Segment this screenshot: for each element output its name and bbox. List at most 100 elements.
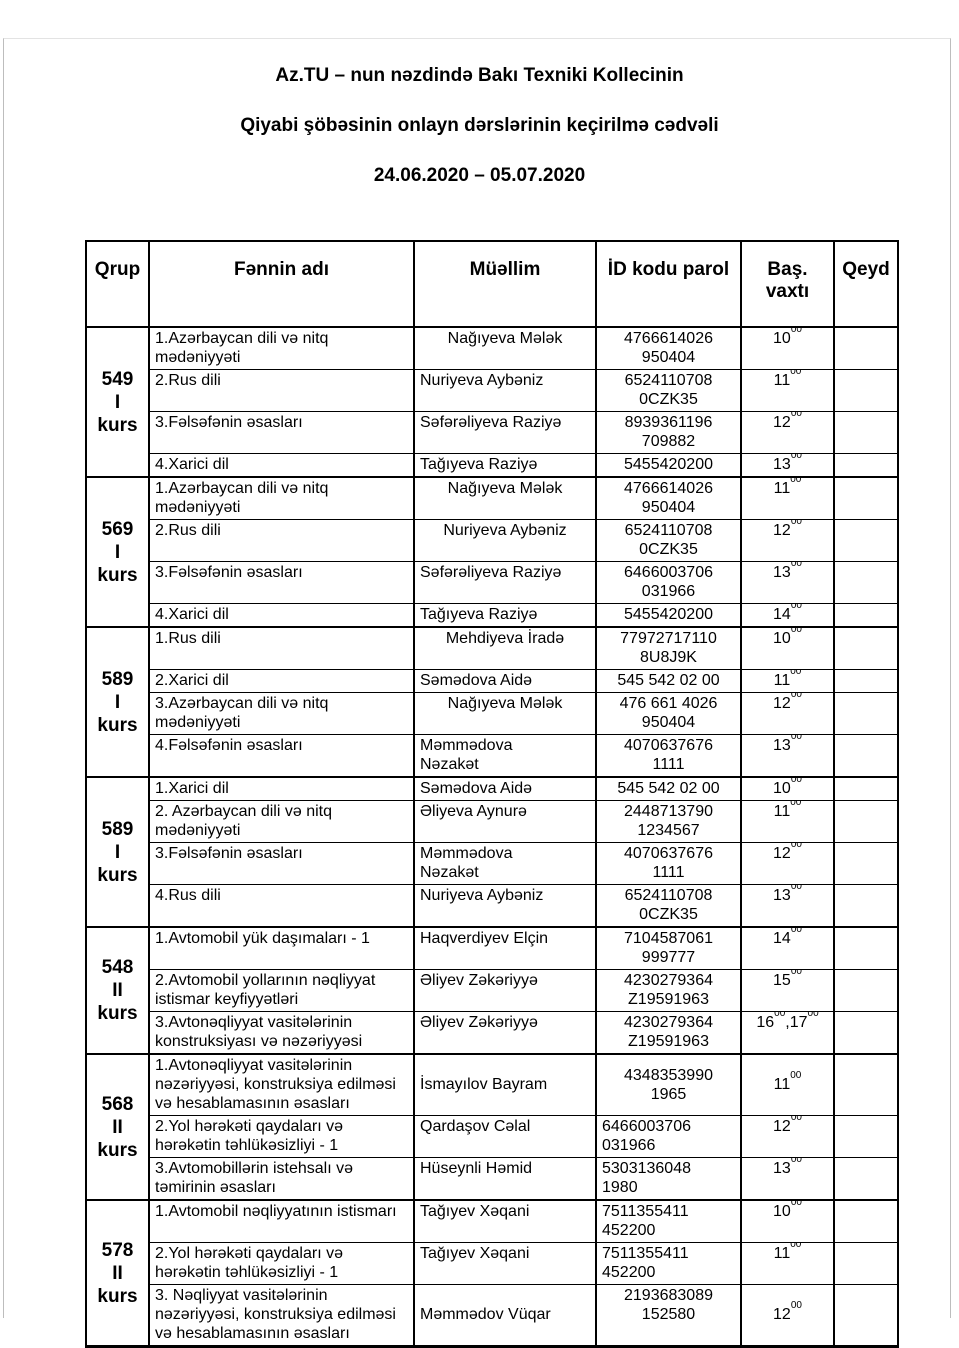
schedule-row: 4.Xarici dil Tağıyeva Raziyə 5455420200 140… (86, 603, 899, 628)
teacher-cell: Nağıyeva Mələk (413, 692, 597, 735)
schedule-row: 4.Fəlsəfənin əsasları Məmmədova Nəzakət 40… (86, 734, 899, 778)
header-cell-bas-vaxti: Baş. vaxtı (740, 240, 835, 328)
schedule-row: 569 I kurs 1.Azərbaycan dili və nitq mədə… (85, 476, 899, 628)
start-time-cell: 1100 (740, 1242, 835, 1285)
schedule-row: 2.Yol hərəkəti qaydaları və hərəkətin tə… (86, 1242, 899, 1285)
id-code-cell: 2448713790 1234567 (595, 800, 742, 843)
teacher-cell: Əliyev Zəkəriyyə (413, 969, 597, 1012)
header-cell-muellim: Müəllim (413, 240, 597, 328)
note-cell (833, 669, 899, 693)
note-cell (833, 453, 899, 478)
schedule-row: 4.Rus dili Nuriyeva Aybəniz 6524110708 0CZ… (86, 884, 899, 928)
start-time-cell: 1300 (740, 453, 835, 478)
start-time-cell: 1200 (740, 842, 835, 885)
teacher-cell: Tağıyeva Raziyə (413, 453, 597, 478)
subject-cell: 2.Rus dili (148, 519, 415, 562)
group-cell: 578 II kurs (85, 1199, 150, 1348)
teacher-cell: Səmədova Aidə (413, 776, 597, 801)
schedule-row: 4.Xarici dil Tağıyeva Raziyə 5455420200 130… (86, 453, 899, 478)
title-line-dates: 24.06.2020 – 05.07.2020 (373, 165, 586, 186)
start-time-cell: 1000 (740, 1199, 835, 1243)
id-code-cell: 5455420200 (595, 603, 742, 628)
start-time-cell: 1100 (740, 1053, 835, 1116)
schedule-table-body: 549 I kurs 1.Azərbaycan dili və nitq mədə… (85, 326, 899, 1348)
group-cell: 589 I kurs (85, 626, 150, 778)
id-code-cell: 6524110708 0CZK35 (595, 519, 742, 562)
note-cell (833, 692, 899, 735)
subject-cell: 3. Nəqliyyat vasitələrinin nəzəriyyəsi, … (148, 1284, 415, 1347)
note-cell (833, 1053, 899, 1116)
note-cell (833, 800, 899, 843)
start-time-cell: 1500 (740, 969, 835, 1012)
teacher-cell: Məmmədova Nəzakət (413, 842, 597, 885)
start-time-cell: 1400 (740, 926, 835, 970)
teacher-cell: Nağıyeva Mələk (413, 476, 597, 520)
id-code-cell: 4348353990 1965 (595, 1053, 742, 1116)
id-code-cell: 8939361196 709882 (595, 411, 742, 454)
schedule-row: 589 I kurs 1.Rus dili Mehdiyeva İradə 77972… (85, 626, 899, 778)
id-code-cell: 4230279364 Z19591963 (595, 1011, 742, 1055)
teacher-cell: Qardaşov Cəlal (413, 1115, 597, 1158)
note-cell (833, 884, 899, 928)
subject-cell: 2.Rus dili (148, 369, 415, 412)
teacher-cell: Nuriyeva Aybəniz (413, 519, 597, 562)
title-line-schedule: Qiyabi şöbəsinin onlayn dərslərinin keçi… (240, 115, 719, 136)
note-cell (833, 926, 899, 970)
note-cell (833, 842, 899, 885)
teacher-cell: Nuriyeva Aybəniz (413, 884, 597, 928)
teacher-cell: Səfərəliyeva Raziyə (413, 561, 597, 604)
schedule-row: 3.Avtomobillərin istehsalı və təmirinin … (86, 1157, 899, 1201)
start-time-cell: 1100 (740, 669, 835, 693)
note-cell (833, 476, 899, 520)
start-time-cell: 1300 (740, 734, 835, 778)
subject-cell: 3.Avtonəqliyyat vasitələrinin konstruksi… (148, 1011, 415, 1055)
subject-cell: 3.Fəlsəfənin əsasları (148, 411, 415, 454)
teacher-cell: Əliyeva Aynurə (413, 800, 597, 843)
teacher-cell: Nuriyeva Aybəniz (413, 369, 597, 412)
teacher-cell: Məmmədova Nəzakət (413, 734, 597, 778)
subject-cell: 3.Fəlsəfənin əsasları (148, 561, 415, 604)
subject-cell: 1.Rus dili (148, 626, 415, 670)
note-cell (833, 1284, 899, 1347)
schedule-row: 549 I kurs 1.Azərbaycan dili və nitq mədə… (85, 326, 899, 478)
schedule-row: 3.Fəlsəfənin əsasları Səfərəliyeva Raziyə… (86, 411, 899, 454)
header-row: Qrup Fənnin adı Müəllim İD kodu parol Ba… (85, 240, 899, 328)
note-cell (833, 1242, 899, 1285)
group-cell: 569 I kurs (85, 476, 150, 628)
group-cell: 549 I kurs (85, 326, 150, 478)
note-cell (833, 411, 899, 454)
schedule-row: 2.Xarici dil Səmədova Aidə 545 542 02 00 11… (86, 669, 899, 693)
subject-cell: 1.Azərbaycan dili və nitq mədəniyyəti (148, 326, 415, 370)
teacher-cell: Tağıyeva Raziyə (413, 603, 597, 628)
teacher-cell: İsmayılov Bayram (413, 1053, 597, 1116)
start-time-cell: 1100 (740, 369, 835, 412)
note-cell (833, 369, 899, 412)
subject-cell: 4.Rus dili (148, 884, 415, 928)
start-time-cell: 1300 (740, 884, 835, 928)
id-code-cell: 5455420200 (595, 453, 742, 478)
subject-cell: 3.Azərbaycan dili və nitq mədəniyyəti (148, 692, 415, 735)
start-time-cell: 1600,1700 (740, 1011, 835, 1055)
subject-cell: 2.Xarici dil (148, 669, 415, 693)
teacher-cell: Tağıyev Xəqani (413, 1199, 597, 1243)
schedule-row: 2.Yol hərəkəti qaydaları və hərəkətin tə… (86, 1115, 899, 1158)
id-code-cell: 5303136048 1980 (595, 1157, 742, 1201)
start-time-cell: 1100 (740, 476, 835, 520)
start-time-cell: 1300 (740, 1157, 835, 1201)
subject-cell: 1.Avtomobil yük daşımaları - 1 (148, 926, 415, 970)
id-code-cell: 476 661 4026 950404 (595, 692, 742, 735)
subject-cell: 2. Azərbaycan dili və nitq mədəniyyəti (148, 800, 415, 843)
schedule-row: 568 II kurs 1.Avtonəqliyyat vasitələrinin… (85, 1053, 899, 1201)
schedule-table-head: Qrup Fənnin adı Müəllim İD kodu parol Ba… (85, 240, 899, 328)
subject-cell: 4.Xarici dil (148, 453, 415, 478)
subject-cell: 1.Azərbaycan dili və nitq mədəniyyəti (148, 476, 415, 520)
schedule-row: 589 I kurs 1.Xarici dil Səmədova Aidə 545 5… (85, 776, 899, 928)
subject-cell: 2.Yol hərəkəti qaydaları və hərəkətin tə… (148, 1115, 415, 1158)
schedule-table: Qrup Fənnin adı Müəllim İD kodu parol Ba… (85, 240, 899, 1348)
id-code-cell: 6524110708 0CZK35 (595, 884, 742, 928)
group-cell: 568 II kurs (85, 1053, 150, 1201)
subject-cell: 3.Avtomobillərin istehsalı və təmirinin … (148, 1157, 415, 1201)
header-cell-qrup: Qrup (85, 240, 150, 328)
note-cell (833, 603, 899, 628)
schedule-row: 3.Avtonəqliyyat vasitələrinin konstruksi… (86, 1011, 899, 1055)
